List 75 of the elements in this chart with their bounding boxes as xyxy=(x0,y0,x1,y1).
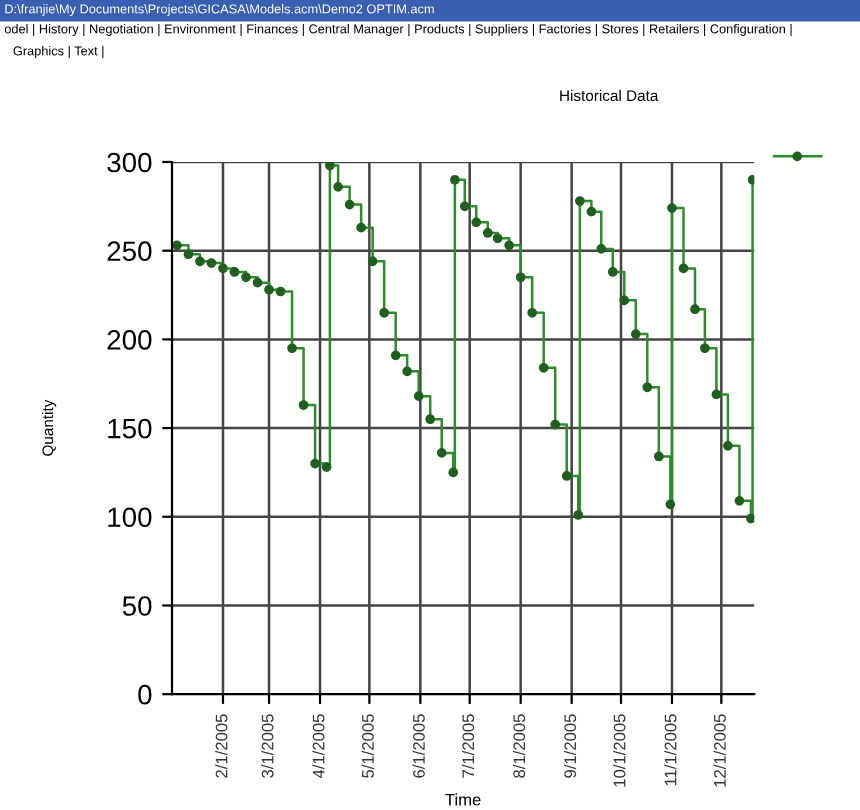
point xyxy=(575,196,585,206)
point xyxy=(746,513,755,524)
point xyxy=(504,240,515,251)
point xyxy=(413,391,424,402)
point xyxy=(325,162,335,171)
point xyxy=(747,174,755,185)
y-tick-label: 200 xyxy=(107,330,152,350)
x-tick-label: 7/1/2005 xyxy=(461,714,475,778)
point xyxy=(321,462,332,472)
point xyxy=(379,307,390,318)
point xyxy=(448,467,459,478)
point xyxy=(642,382,653,393)
point xyxy=(596,244,607,254)
point xyxy=(471,217,482,228)
x-tick-label: 3/1/2005 xyxy=(261,714,274,778)
x-tick-label: 5/1/2005 xyxy=(361,714,374,778)
point xyxy=(711,389,722,400)
point xyxy=(459,201,470,212)
x-tick-label: 4/1/2005 xyxy=(312,714,325,779)
point xyxy=(218,263,228,274)
point xyxy=(241,272,251,283)
point xyxy=(402,366,413,377)
point xyxy=(573,510,584,520)
point xyxy=(367,256,378,267)
point xyxy=(264,284,274,295)
point xyxy=(195,256,205,267)
point xyxy=(586,206,597,217)
point xyxy=(344,199,355,210)
point xyxy=(690,304,700,315)
point xyxy=(298,400,309,410)
x-tick-label: 2/1/2005 xyxy=(215,714,228,778)
point xyxy=(630,329,641,339)
y-tick-label: 300 xyxy=(107,152,152,173)
point xyxy=(619,295,630,306)
point xyxy=(252,277,263,288)
point xyxy=(482,228,493,238)
x-tick-label: 10/1/2005 xyxy=(613,714,626,787)
point xyxy=(665,499,676,510)
y-tick-label: 250 xyxy=(107,241,152,262)
point xyxy=(734,495,745,506)
point xyxy=(678,263,689,274)
x-tick-label: 9/1/2005 xyxy=(563,714,577,778)
x-tick-label: 8/1/2005 xyxy=(512,714,526,778)
point xyxy=(206,258,217,268)
point xyxy=(390,350,401,361)
point xyxy=(436,448,447,458)
point xyxy=(275,286,286,297)
point xyxy=(425,414,436,425)
point xyxy=(515,272,526,283)
point xyxy=(667,203,677,213)
point xyxy=(653,451,664,462)
x-tick-label: 11/1/2005 xyxy=(664,714,677,786)
y-tick-label: 150 xyxy=(108,418,152,439)
point xyxy=(561,471,572,481)
point xyxy=(492,233,503,244)
point xyxy=(333,181,343,192)
point xyxy=(527,307,538,318)
x-tick-label: 6/1/2005 xyxy=(412,714,425,778)
point xyxy=(723,440,733,451)
point xyxy=(550,419,561,430)
y-tick-label: 100 xyxy=(108,507,152,528)
point xyxy=(700,343,710,354)
point xyxy=(172,240,182,251)
point xyxy=(229,267,240,277)
point xyxy=(356,222,366,233)
y-tick-label: 0 xyxy=(138,684,152,705)
point xyxy=(310,458,320,469)
y-tick-label: 50 xyxy=(122,596,152,616)
point xyxy=(450,174,460,185)
x-tick-label: 12/1/2005 xyxy=(713,714,726,787)
point xyxy=(607,267,618,277)
point xyxy=(287,343,297,354)
x-axis-title: Time xyxy=(445,793,481,806)
point xyxy=(183,249,194,260)
point xyxy=(538,362,549,373)
